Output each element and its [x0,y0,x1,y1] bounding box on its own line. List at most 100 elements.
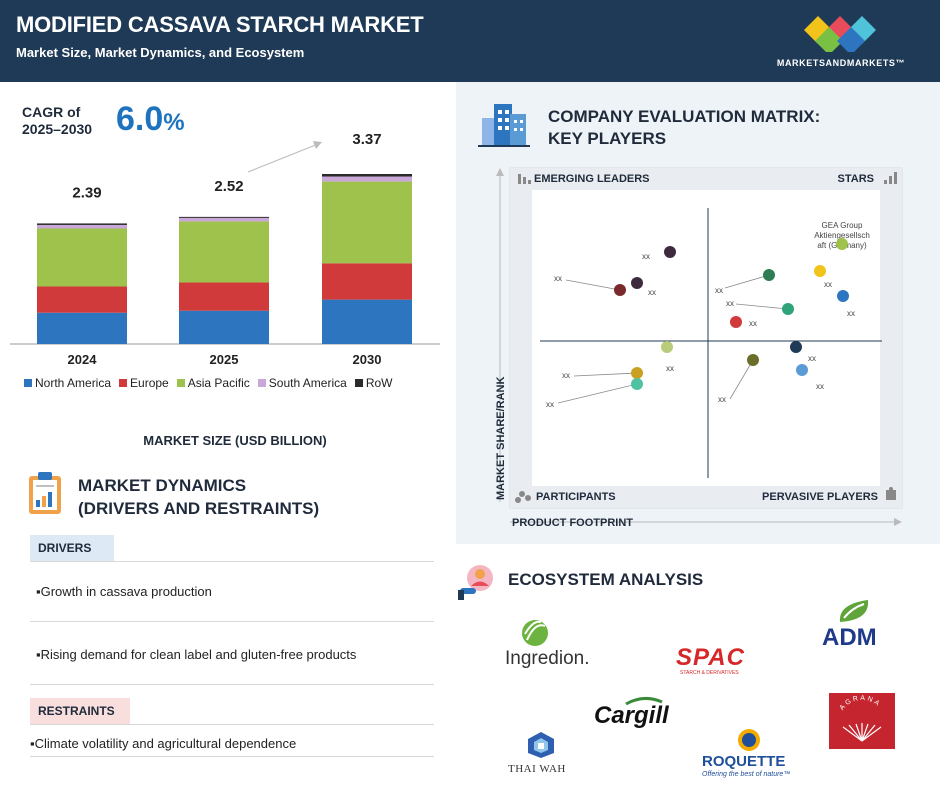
company-point-label: xx [546,400,554,409]
spac-wordmark: SPAC [676,644,745,671]
legend-item-asia-pacific: Asia Pacific [176,376,250,390]
legend-item-north-america: North America [24,376,111,390]
company-point-label: xx [554,274,562,283]
roquette-wordmark: ROQUETTE [702,753,786,770]
adm-logo: ADM [820,598,890,654]
pervasive-players-icon [886,487,896,500]
x-axis-arrow-icon [894,518,902,526]
thai-wah-wordmark: THAI WAH [508,763,566,775]
company-point-label: xx [749,319,757,328]
company-point[interactable] [837,290,849,302]
y-axis-label: MARKET SHARE/RANK [495,377,507,501]
brand-logo: MARKETSANDMARKETS™ [756,8,926,78]
cargill-leaf-icon [625,697,663,706]
cagr-label: CAGR of 2025–2030 [22,104,92,138]
legend-swatch [257,379,266,387]
bar-2030-north-america [322,299,412,344]
matrix-left-band [510,190,532,486]
company-point[interactable] [631,367,643,379]
bar-2025-europe [179,282,269,311]
adm-wordmark: ADM [822,624,877,651]
x-tick-label: 2030 [353,352,382,367]
highlight-company-line1: GEA Group [822,221,863,230]
bar-2025-north-america [179,310,269,344]
company-point[interactable] [730,316,742,328]
company-point-label: xx [648,288,656,297]
legend-label: North America [35,376,112,390]
company-point[interactable] [836,238,848,250]
quadrant-participants: PARTICIPANTS [536,491,616,503]
company-point-label: xx [824,280,832,289]
spac-logo: SPAC STARCH & DERIVATIVES [676,644,756,678]
cagr-label-line2: 2025–2030 [22,121,93,137]
divider [30,684,434,685]
company-point[interactable] [763,269,775,281]
matrix-right-band [880,190,902,486]
company-point[interactable] [631,277,643,289]
legend-item-row: RoW [354,376,392,390]
growth-arrow-icon [313,141,322,149]
company-point[interactable] [661,341,673,353]
x-tick-label: 2025 [210,352,239,367]
emerging-leaders-icon [518,174,531,184]
agrana-mark-icon: AGRANA [839,695,882,742]
bar-2024-asia-pacific [37,228,127,287]
company-point-label: xx [642,252,650,261]
roquette-mark-icon [738,729,760,751]
quadrant-stars: STARS [838,173,874,185]
evaluation-matrix: EMERGING LEADERS STARS PARTICIPANTS PERV… [495,167,903,529]
cagr-label-line1: CAGR of [22,104,81,120]
legend-swatch [119,379,128,387]
restraint-item: ▪Climate volatility and agricultural dep… [30,736,297,751]
company-point[interactable] [796,364,808,376]
company-point[interactable] [790,341,802,353]
market-size-chart: 2024 2.39 2025 2.52 2030 3.37 [10,131,440,367]
ecosystem-title: ECOSYSTEM ANALYSIS [508,570,704,589]
agrana-logo: AGRANA [829,693,895,749]
company-point[interactable] [782,303,794,315]
company-point-label: xx [715,286,723,295]
company-point-label: xx [562,371,570,380]
bar-2024-europe [37,286,127,313]
growth-arrow-line [247,143,319,173]
bar-total-label: 3.37 [352,131,381,148]
clipboard-chart-icon [29,472,61,514]
company-point[interactable] [814,265,826,277]
company-point-label: xx [726,299,734,308]
bar-2025-south-america [179,217,269,222]
chart-x-label: MARKET SIZE (USD BILLION) [143,433,327,448]
adm-leaf-icon [839,600,869,622]
y-axis-arrow-icon [496,168,504,176]
quadrant-pervasive-players: PERVASIVE PLAYERS [762,491,878,503]
bar-total-label: 2.52 [214,178,243,195]
driver-item: ▪Rising demand for clean label and glute… [36,647,357,662]
page-subtitle: Market Size, Market Dynamics, and Ecosys… [16,45,305,60]
company-point[interactable] [631,378,643,390]
ingredion-wordmark: Ingredion. [505,648,590,669]
matrix-title: COMPANY EVALUATION MATRIX: KEY PLAYERS [548,106,820,150]
highlight-company-line2: Aktiengesellsch [814,231,870,240]
bar-2030-asia-pacific [322,181,412,264]
brand-name: MARKETSANDMARKETS™ [776,58,906,68]
page-title: MODIFIED CASSAVA STARCH MARKET [16,12,424,37]
company-point[interactable] [747,354,759,366]
restraints-tag: RESTRAINTS [30,698,130,724]
divider [30,756,434,757]
drivers-tag: DRIVERS [30,535,114,561]
leader-line [729,359,754,400]
bar-2030-south-america [322,176,412,182]
company-point-label: xx [666,364,674,373]
divider [30,621,434,622]
cargill-logo: Cargill [594,696,684,732]
legend-label: Europe [130,376,169,390]
company-point[interactable] [614,284,626,296]
bar-2030-europe [322,263,412,300]
leader-line [557,383,638,404]
legend-item-europe: Europe [119,376,169,390]
leader-line [735,303,789,310]
quadrant-emerging-leaders: EMERGING LEADERS [534,173,650,185]
cagr-value: 6.0% [116,100,185,139]
page-header: MODIFIED CASSAVA STARCH MARKET Market Si… [0,0,940,82]
participants-icon [515,491,531,503]
company-point[interactable] [664,246,676,258]
